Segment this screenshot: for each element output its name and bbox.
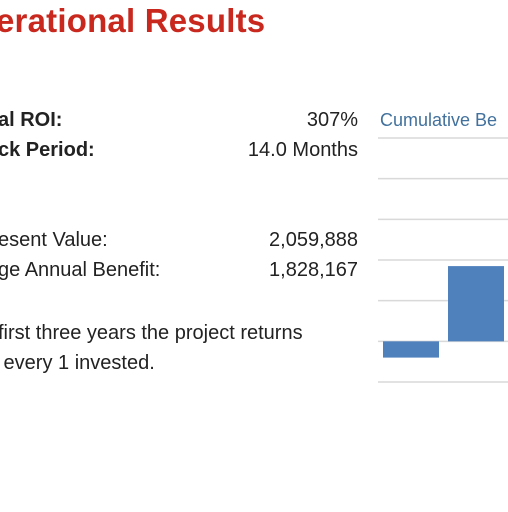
cumulative-benefit-chart xyxy=(378,137,508,383)
chart-bar-1 xyxy=(383,341,439,358)
page-title: erational Results xyxy=(0,2,266,39)
payback-label: ck Period: xyxy=(0,139,95,161)
summary-line-1: first three years the project returns xyxy=(0,322,303,344)
summary-line-2: every 1 invested. xyxy=(0,352,155,374)
payback-value: 14.0 Months xyxy=(247,139,358,161)
chart-title: Cumulative Be xyxy=(380,110,498,130)
chart-bar-2 xyxy=(448,266,504,342)
npv-label: esent Value: xyxy=(0,229,108,251)
chart-bars xyxy=(383,266,504,358)
annual-benefit-value: 1,828,167 xyxy=(269,259,358,281)
npv-value: 2,059,888 xyxy=(269,229,358,251)
summary-text: first three years the project returns ev… xyxy=(0,318,358,378)
roi-value: 307% xyxy=(306,109,358,131)
roi-label: al ROI: xyxy=(0,109,63,131)
annual-benefit-label: ge Annual Benefit: xyxy=(0,259,161,281)
